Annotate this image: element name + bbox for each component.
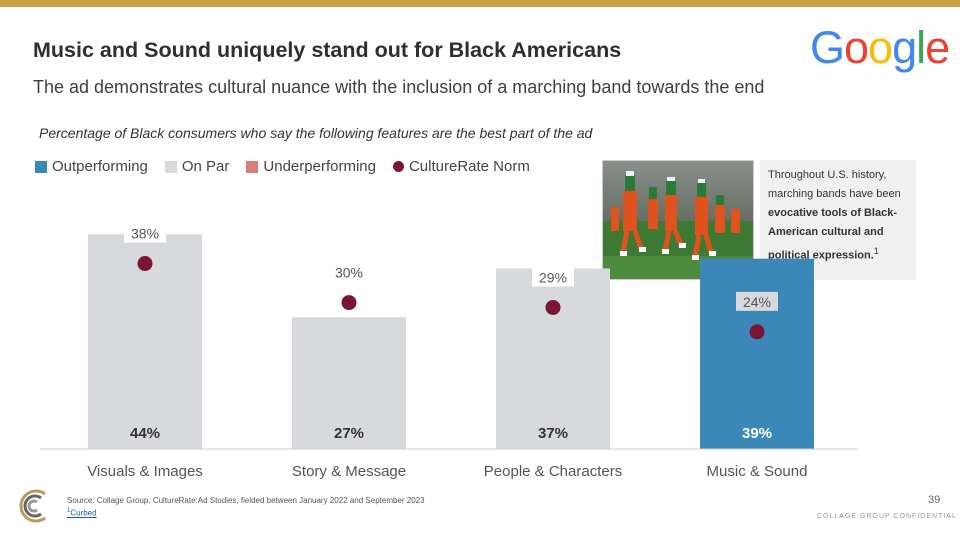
google-logo: Google [810,22,950,74]
norm-marker [749,324,765,340]
legend-label: CultureRate Norm [408,158,530,175]
norm-value-label: 38% [131,226,159,242]
reference-mark: 1 [67,508,71,514]
category-tick-label: People & Characters [484,463,622,480]
callout-text: Throughout U.S. history, marching bands … [768,169,901,200]
bar-value-label: 27% [334,425,364,442]
legend-item-outperforming: Outperforming [35,158,148,175]
norm-label-background [736,291,778,311]
callout-footnote-mark: 1 [873,246,879,256]
legend-item-norm: CultureRate Norm [392,158,530,175]
norm-value-label: 24% [743,294,771,310]
norm-value-label: 30% [335,265,363,281]
logo-letter: G [810,22,845,73]
logo-letter: o [844,22,869,73]
page-subtitle: The ad demonstrates cultural nuance with… [33,77,765,97]
page-number: 39 [928,494,941,506]
bar-value-label: 44% [130,425,160,442]
bar [496,268,610,449]
norm-value-label: 29% [539,269,567,285]
legend-item-on-par: On Par [164,158,230,175]
logo-letter: e [925,22,950,73]
callout-bold-text: evocative tools of Black-American cultur… [768,207,897,262]
legend-dot [392,161,404,172]
legend-swatch [246,160,259,173]
category-tick-label: Story & Message [292,463,406,480]
norm-marker [341,295,357,311]
confidential-label: COLLAGE GROUP CONFIDENTIAL [817,513,957,520]
legend-label: Outperforming [52,158,148,175]
bar-value-label: 37% [538,425,568,442]
chart-legend: Outperforming On Par Underperforming Cul… [35,158,547,175]
norm-marker [137,256,153,272]
norm-label-background [328,262,370,282]
norm-marker [545,299,561,315]
bar-value-label: 39% [742,425,772,442]
norm-label-background [532,267,574,287]
legend-item-underperforming: Underperforming [246,158,376,175]
logo-letter: o [868,22,893,73]
bar [292,317,406,449]
category-tick-label: Visuals & Images [87,463,203,480]
chart-question: Percentage of Black consumers who say th… [39,125,593,141]
collage-group-logo [19,489,46,523]
reference-label: Curbed [70,508,97,518]
logo-letter: l [916,22,926,73]
legend-label: Underperforming [263,158,376,175]
category-tick-label: Music & Sound [707,463,808,480]
legend-swatch [35,160,47,173]
bar [700,258,814,449]
source-note: Source: Collage Group, CultureRate:Ad St… [67,496,425,505]
legend-label: On Par [181,158,230,175]
norm-label-background [124,223,166,243]
logo-letter: g [892,22,917,73]
reference-link[interactable]: 1Curbed [67,508,97,518]
legend-swatch [164,160,177,173]
page-title: Music and Sound uniquely stand out for B… [33,38,622,62]
top-accent-bar [0,0,960,7]
